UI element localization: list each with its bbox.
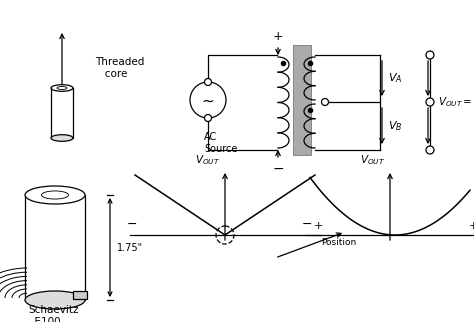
Circle shape — [426, 51, 434, 59]
Text: $V_{OUT} = V_A - V_B$: $V_{OUT} = V_A - V_B$ — [438, 95, 474, 109]
Circle shape — [204, 115, 211, 121]
Ellipse shape — [51, 135, 73, 141]
Text: AC
Source: AC Source — [204, 132, 237, 154]
Ellipse shape — [51, 85, 73, 91]
Bar — [73, 291, 87, 299]
Text: Position: Position — [321, 238, 356, 247]
Text: −: − — [272, 162, 284, 176]
Ellipse shape — [57, 87, 67, 90]
Text: Schaevitz
  E100: Schaevitz E100 — [28, 305, 79, 322]
Circle shape — [426, 98, 434, 106]
Text: 1.75": 1.75" — [117, 242, 143, 252]
Ellipse shape — [25, 186, 85, 204]
Circle shape — [190, 82, 226, 118]
Circle shape — [204, 79, 211, 86]
Text: $V_B$: $V_B$ — [388, 119, 402, 133]
Ellipse shape — [42, 191, 69, 199]
Text: +: + — [468, 221, 474, 231]
Text: $V_{OUT}$: $V_{OUT}$ — [195, 153, 220, 167]
Text: +: + — [313, 221, 323, 231]
Text: −: − — [302, 218, 312, 231]
Text: $V_{OUT}$: $V_{OUT}$ — [360, 153, 385, 167]
Text: Threaded
   core: Threaded core — [95, 57, 145, 79]
Bar — [51, 88, 73, 138]
Text: ~: ~ — [201, 93, 214, 109]
Ellipse shape — [25, 291, 85, 309]
Text: $V_A$: $V_A$ — [388, 71, 402, 85]
Bar — [25, 195, 85, 300]
Text: −: − — [127, 218, 137, 231]
Text: +: + — [273, 30, 283, 43]
Circle shape — [321, 99, 328, 106]
Bar — [293, 45, 311, 155]
Circle shape — [426, 146, 434, 154]
